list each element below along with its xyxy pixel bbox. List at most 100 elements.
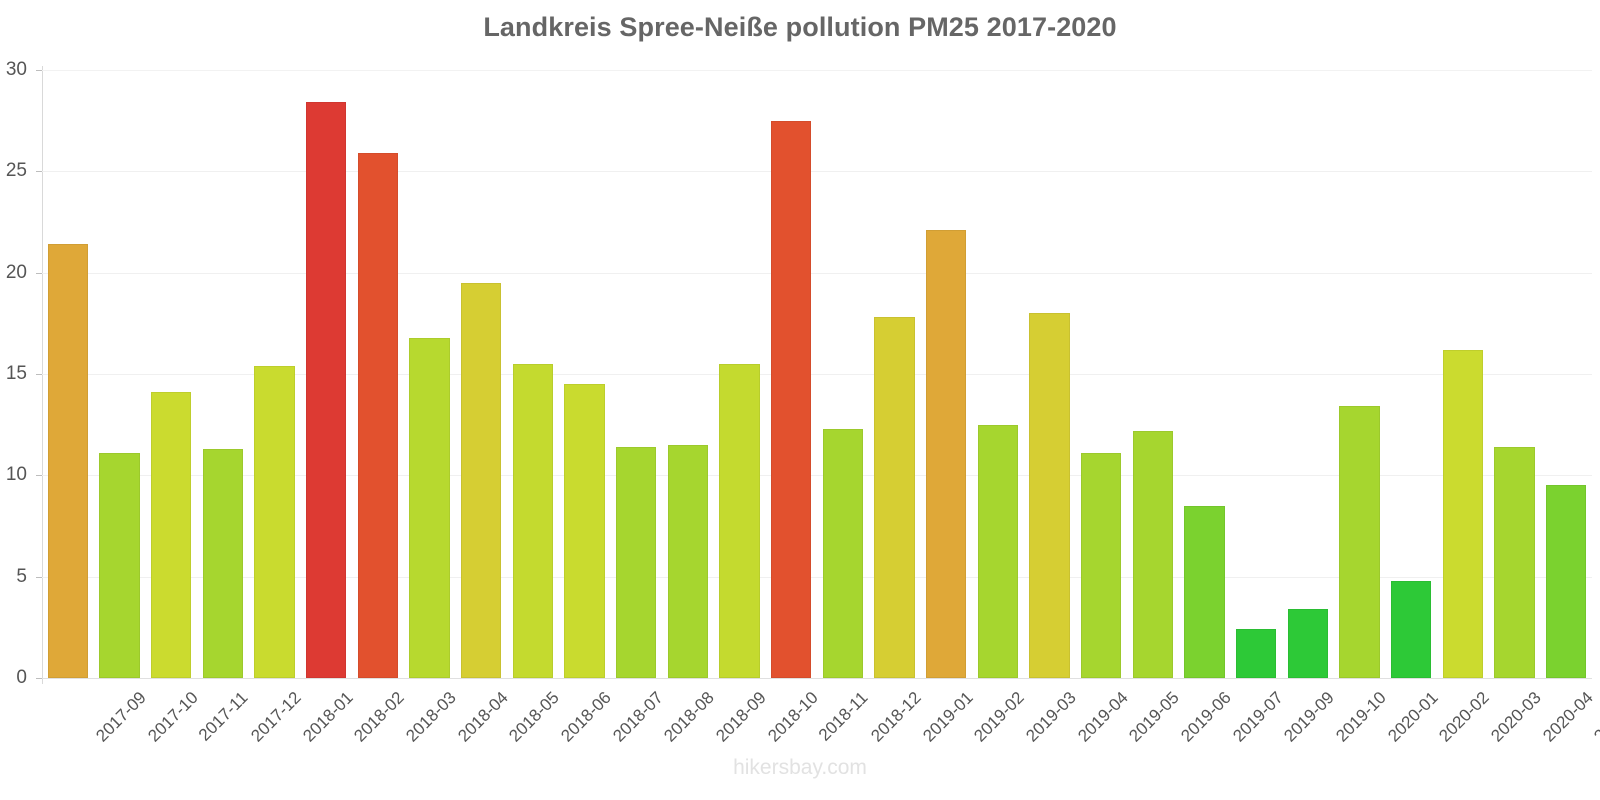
x-tick-label: 2018-11 <box>815 688 872 745</box>
bar-slot <box>249 70 301 678</box>
bar[interactable] <box>461 282 502 678</box>
gridline-5 <box>42 576 1592 578</box>
footer-credit: hikersbay.com <box>733 756 867 779</box>
gridline-30 <box>42 70 1592 71</box>
bar[interactable] <box>564 384 605 678</box>
bar[interactable] <box>306 102 347 678</box>
bar[interactable] <box>1081 453 1122 678</box>
y-tick-label-0: 0 <box>16 667 27 688</box>
bar[interactable] <box>357 153 398 678</box>
x-tick-label: 2019-09 <box>1280 688 1339 746</box>
x-tick-label: 2017-12 <box>247 688 305 746</box>
bar[interactable] <box>977 424 1018 678</box>
bar-slot <box>455 70 507 678</box>
x-tick-label: 2018-08 <box>660 688 719 746</box>
bars-layer <box>42 70 1592 678</box>
bar-slot <box>1127 70 1179 678</box>
y-tick-mark-30 <box>36 70 42 71</box>
x-axis-labels: 2017-09 2017-10 2017-11 2017-12 2018-01 2018-… <box>42 684 1600 764</box>
x-tick-label: 2018-09 <box>712 688 770 746</box>
bar[interactable] <box>1391 580 1432 678</box>
x-tick-label: 2019-01 <box>918 688 977 746</box>
x-tick-label: 2018-05 <box>505 688 564 746</box>
x-tick-label: 2018-10 <box>763 688 822 746</box>
bar-slot <box>765 70 817 678</box>
x-tick-label: 2019-02 <box>970 688 1029 746</box>
bar-slot <box>610 70 662 678</box>
bar-slot <box>1385 70 1437 678</box>
bar[interactable] <box>771 120 812 678</box>
bar[interactable] <box>202 449 243 678</box>
bar[interactable] <box>616 446 657 678</box>
bar[interactable] <box>47 244 88 678</box>
y-axis-spine <box>42 66 43 684</box>
bar-slot <box>300 70 352 678</box>
gridline-10 <box>42 475 1592 477</box>
bar[interactable] <box>926 230 967 678</box>
gridline-20 <box>42 272 1592 274</box>
bar[interactable] <box>1132 430 1173 678</box>
bar-slot <box>1437 70 1489 678</box>
x-tick-label: 2018-06 <box>557 688 615 746</box>
x-tick-label: 2018-07 <box>608 688 667 746</box>
x-tick-label: 2018-02 <box>350 688 409 746</box>
bar[interactable] <box>822 428 863 678</box>
bar[interactable] <box>1184 505 1225 678</box>
bar[interactable] <box>1029 313 1070 678</box>
x-tick-label: 2020-01 <box>1383 688 1442 746</box>
bar[interactable] <box>1546 485 1587 678</box>
bar[interactable] <box>512 363 553 678</box>
y-tick-mark-20 <box>36 272 42 274</box>
bar-slot <box>404 70 456 678</box>
bar-slot <box>662 70 714 678</box>
bar[interactable] <box>1236 629 1277 678</box>
bar-slot <box>352 70 404 678</box>
bar[interactable] <box>99 453 140 678</box>
bar[interactable] <box>1494 446 1535 678</box>
y-tick-label-20: 20 <box>5 261 27 283</box>
plot-area: 0 5 10 15 20 25 30 <box>6 59 1592 688</box>
y-tick-mark-15 <box>36 374 42 375</box>
bar[interactable] <box>254 365 295 678</box>
bar-slot <box>507 70 559 678</box>
y-tick-label-10: 10 <box>5 464 27 486</box>
bar[interactable] <box>409 337 450 678</box>
gridline-25 <box>42 171 1592 173</box>
bar-slot <box>1334 70 1386 678</box>
y-tick-mark-10 <box>36 475 42 477</box>
bar-slot <box>197 70 249 678</box>
x-tick-label: 2019-05 <box>1125 688 1184 746</box>
bar-slot <box>869 70 921 678</box>
x-tick-label: 2019-06 <box>1177 688 1235 746</box>
bar[interactable] <box>151 392 192 678</box>
x-tick-label: 2019-03 <box>1022 688 1080 746</box>
bar-slot <box>1075 70 1127 678</box>
x-tick-label: 2020-02 <box>1435 688 1494 746</box>
x-tick-label: 2017-11 <box>195 688 252 745</box>
bar-slot <box>1230 70 1282 678</box>
y-tick-mark-5 <box>36 576 42 578</box>
bar[interactable] <box>1339 406 1380 678</box>
bar-slot <box>94 70 146 678</box>
bar-slot <box>145 70 197 678</box>
bar[interactable] <box>719 363 760 678</box>
x-tick-label: 2019-07 <box>1228 688 1287 746</box>
bar-slot <box>972 70 1024 678</box>
x-tick-label: 2018-01 <box>298 688 357 746</box>
x-tick-label: 2018-12 <box>867 688 925 746</box>
bar-slot <box>1282 70 1334 678</box>
bar-slot <box>42 70 94 678</box>
bar[interactable] <box>1442 349 1483 678</box>
y-tick-label-25: 25 <box>5 160 27 182</box>
y-tick-mark-0 <box>36 678 42 679</box>
bar-slot <box>1489 70 1541 678</box>
bar[interactable] <box>1287 609 1328 678</box>
bar-slot <box>1540 70 1592 678</box>
gridline-15 <box>42 374 1592 375</box>
x-tick-label: 2019-04 <box>1073 688 1132 746</box>
bar[interactable] <box>874 317 915 678</box>
x-tick-label: 2017-10 <box>143 688 202 746</box>
bar[interactable] <box>667 444 708 678</box>
bar-slot <box>817 70 869 678</box>
